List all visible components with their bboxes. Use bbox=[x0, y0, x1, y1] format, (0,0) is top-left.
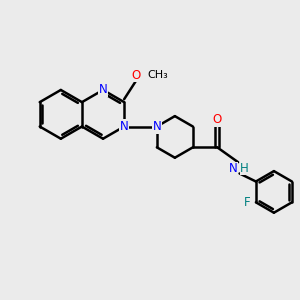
Text: N: N bbox=[152, 120, 161, 133]
Text: O: O bbox=[131, 69, 141, 82]
Text: O: O bbox=[213, 113, 222, 127]
Text: N: N bbox=[99, 83, 107, 97]
Text: CH₃: CH₃ bbox=[147, 70, 168, 80]
Text: N: N bbox=[120, 120, 128, 133]
Text: N: N bbox=[229, 162, 238, 175]
Text: F: F bbox=[244, 196, 251, 209]
Text: H: H bbox=[240, 162, 249, 175]
